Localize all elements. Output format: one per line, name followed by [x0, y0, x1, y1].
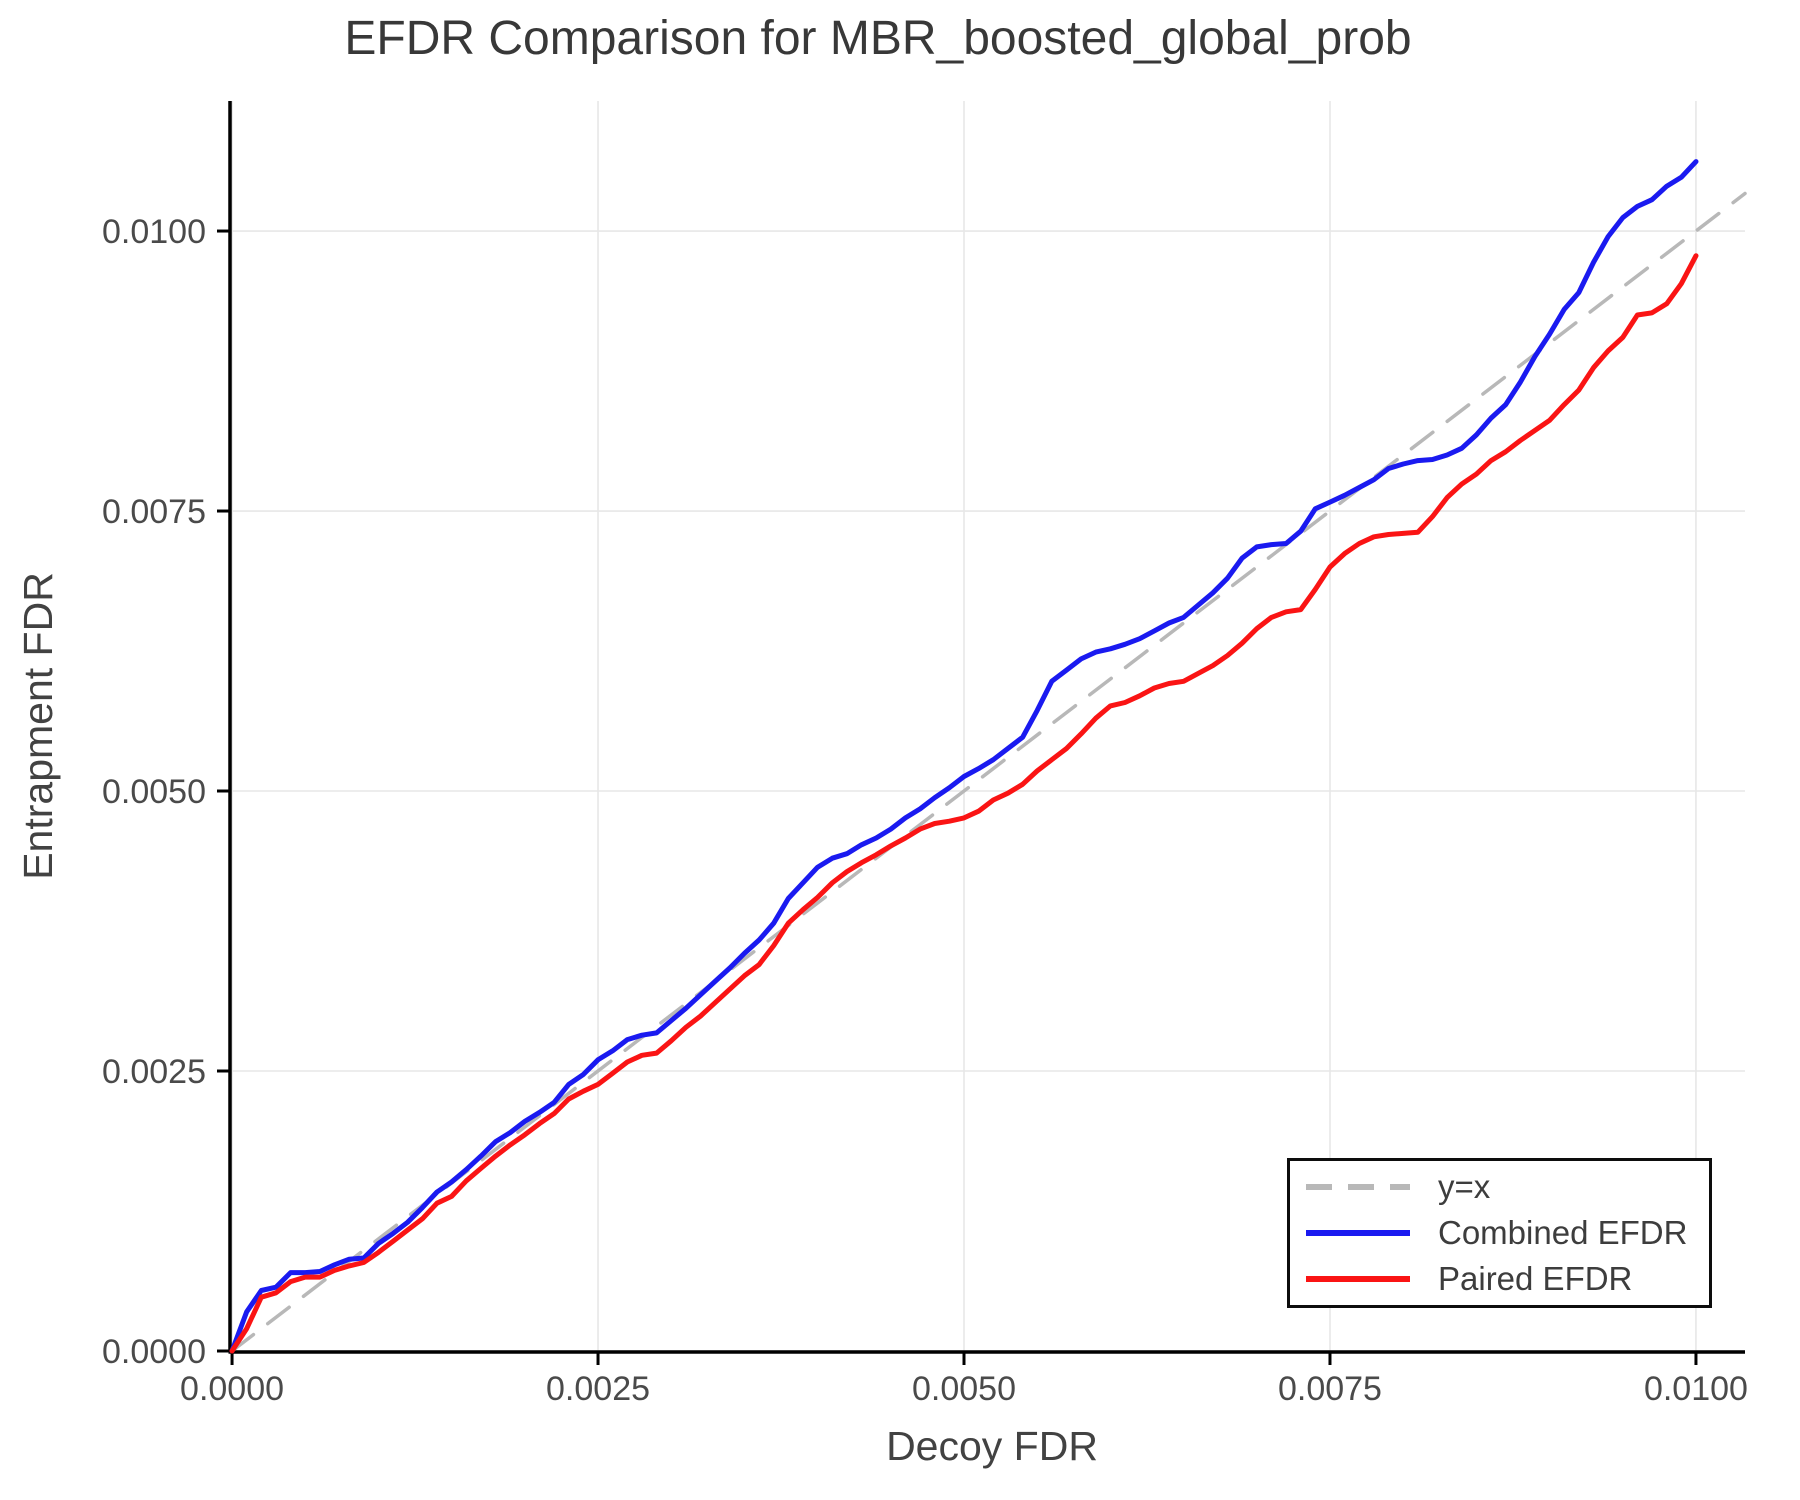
x-tick-label: 0.0075: [1278, 1370, 1382, 1408]
combined-line-sample-icon: [1306, 1230, 1410, 1236]
legend-label-identity: y=x: [1438, 1168, 1491, 1205]
paired-line-sample-icon: [1306, 1276, 1410, 1282]
y-tick-label: 0.0000: [102, 1333, 206, 1371]
x-tick-label: 0.0025: [546, 1370, 650, 1408]
series-line-combined-efdr: [229, 159, 1699, 1354]
chart-title: EFDR Comparison for MBR_boosted_global_p…: [344, 12, 1411, 65]
series-lines: [229, 159, 1747, 1354]
y-tick-label: 0.0100: [102, 213, 206, 251]
y-tick-label: 0.0025: [102, 1053, 206, 1091]
series-line-paired-efdr: [229, 253, 1699, 1354]
identity-line-sample-icon: [1306, 1184, 1410, 1190]
y-axis-label: Entrapment FDR: [15, 572, 61, 880]
x-tick-label: 0.0000: [180, 1370, 284, 1408]
y-tick-label: 0.0050: [102, 773, 206, 811]
tick-labels: 0.0000 0.0025 0.0050 0.0075 0.0100 0.0000 0.00…: [102, 213, 1748, 1408]
x-tick-label: 0.0100: [1644, 1370, 1748, 1408]
x-axis-label: Decoy FDR: [886, 1423, 1098, 1469]
series-line-y-x: [230, 191, 1747, 1353]
legend-label-combined: Combined EFDR: [1438, 1214, 1688, 1251]
legend-item-paired: Paired EFDR: [1290, 1256, 1709, 1302]
y-tick-label: 0.0075: [102, 493, 206, 531]
legend-box: y=x Combined EFDR Paired EFDR: [1287, 1158, 1712, 1308]
legend-item-identity: y=x: [1290, 1164, 1709, 1210]
legend-label-paired: Paired EFDR: [1438, 1260, 1633, 1297]
legend-item-combined: Combined EFDR: [1290, 1210, 1709, 1256]
axes: [217, 101, 1745, 1365]
x-tick-label: 0.0050: [912, 1370, 1016, 1408]
